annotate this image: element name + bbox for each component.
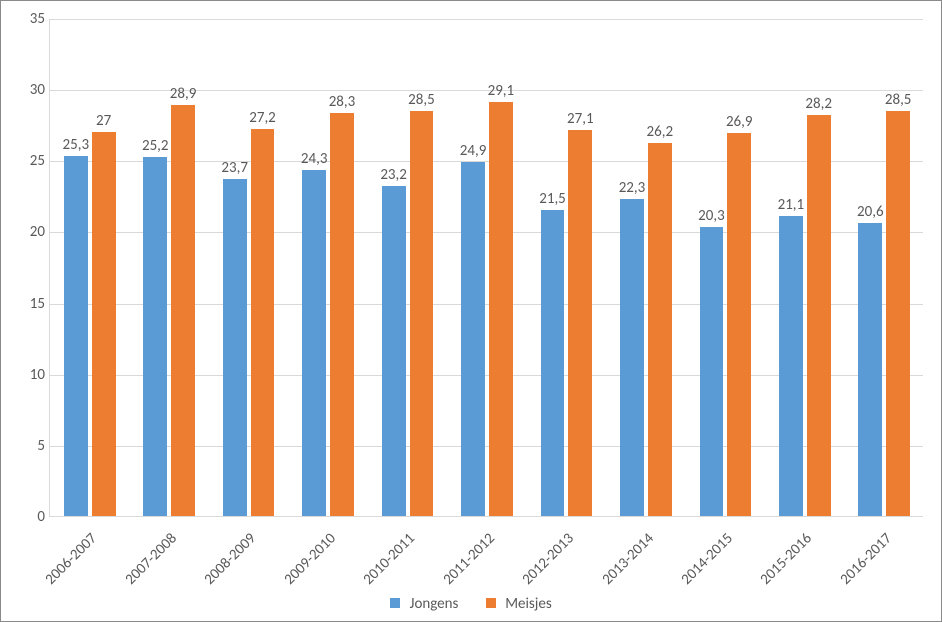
category-2012-2013: 21,527,1	[527, 19, 606, 516]
x-tick-label: 2015-2016	[757, 530, 816, 589]
value-label: 21,1	[778, 196, 805, 216]
category-2006-2007: 25,327	[50, 19, 129, 516]
y-tick-label: 5	[1, 437, 45, 455]
x-tick-label: 2006-2007	[42, 530, 101, 589]
value-label: 24,9	[460, 142, 487, 162]
value-label: 20,3	[698, 207, 725, 227]
value-label: 27	[96, 112, 111, 132]
legend-swatch-meisjes	[486, 598, 496, 608]
bar-meisjes: 27,2	[251, 129, 275, 516]
y-tick-label: 30	[1, 81, 45, 99]
value-label: 28,9	[170, 85, 197, 105]
category-2008-2009: 23,727,2	[209, 19, 288, 516]
bar-meisjes: 26,9	[727, 133, 751, 516]
value-label: 26,2	[647, 123, 674, 143]
bar-jongens: 21,1	[779, 216, 803, 516]
x-tick-label: 2014-2015	[678, 530, 737, 589]
bar-jongens: 21,5	[541, 210, 565, 516]
bar-meisjes: 27,1	[568, 130, 592, 516]
bar-jongens: 20,3	[700, 227, 724, 516]
value-label: 28,5	[408, 91, 435, 111]
value-label: 23,2	[380, 166, 407, 186]
value-label: 28,2	[805, 95, 832, 115]
bar-jongens: 24,9	[461, 162, 485, 516]
bar-jongens: 22,3	[620, 199, 644, 516]
value-label: 20,6	[857, 203, 884, 223]
y-tick-label: 0	[1, 508, 45, 526]
legend-item-meisjes: Meisjes	[486, 595, 552, 613]
x-tick-label: 2009-2010	[280, 530, 339, 589]
value-label: 25,2	[142, 137, 169, 157]
bar-meisjes: 28,3	[330, 113, 354, 516]
bar-jongens: 25,2	[143, 157, 167, 516]
value-label: 27,2	[249, 109, 276, 129]
bar-meisjes: 28,5	[410, 111, 434, 517]
value-label: 22,3	[619, 179, 646, 199]
bar-meisjes: 28,9	[171, 105, 195, 516]
legend-label-meisjes: Meisjes	[505, 595, 552, 613]
x-tick-label: 2007-2008	[122, 530, 181, 589]
y-tick-label: 10	[1, 366, 45, 384]
y-tick-label: 25	[1, 152, 45, 170]
value-label: 28,3	[329, 93, 356, 113]
bar-meisjes: 27	[92, 132, 116, 516]
legend-label-jongens: Jongens	[410, 595, 459, 613]
bar-jongens: 23,2	[382, 186, 406, 516]
y-tick-label: 15	[1, 295, 45, 313]
category-2014-2015: 20,326,9	[686, 19, 765, 516]
bar-jongens: 23,7	[223, 179, 247, 516]
category-2007-2008: 25,228,9	[129, 19, 208, 516]
y-tick-label: 20	[1, 223, 45, 241]
value-label: 27,1	[567, 110, 594, 130]
value-label: 29,1	[488, 82, 515, 102]
bar-jongens: 25,3	[64, 156, 88, 516]
y-tick-label: 35	[1, 10, 45, 28]
chart-frame: 05101520253035 25,32725,228,923,727,224,…	[0, 0, 942, 622]
bar-jongens: 24,3	[302, 170, 326, 516]
legend-swatch-jongens	[390, 598, 400, 608]
category-2015-2016: 21,128,2	[765, 19, 844, 516]
category-2010-2011: 23,228,5	[368, 19, 447, 516]
bar-meisjes: 29,1	[489, 102, 513, 516]
bar-jongens: 20,6	[858, 223, 882, 516]
category-2011-2012: 24,929,1	[447, 19, 526, 516]
x-tick-label: 2016-2017	[837, 530, 896, 589]
legend: Jongens Meisjes	[1, 595, 941, 613]
value-label: 26,9	[726, 113, 753, 133]
legend-item-jongens: Jongens	[390, 595, 458, 613]
x-tick-label: 2011-2012	[439, 530, 498, 589]
x-axis-labels: 2006-20072007-20082008-20092009-20102010…	[49, 521, 923, 579]
x-tick-label: 2008-2009	[201, 530, 260, 589]
value-label: 25,3	[63, 136, 90, 156]
bars-container: 25,32725,228,923,727,224,328,323,228,524…	[50, 19, 923, 516]
value-label: 21,5	[539, 190, 566, 210]
x-tick-label: 2012-2013	[519, 530, 578, 589]
x-tick-label: 2013-2014	[598, 530, 657, 589]
value-label: 23,7	[221, 159, 248, 179]
x-tick-label: 2010-2011	[360, 530, 419, 589]
y-axis-labels: 05101520253035	[1, 19, 45, 517]
bar-meisjes: 28,2	[807, 115, 831, 516]
bar-meisjes: 28,5	[886, 111, 910, 517]
value-label: 28,5	[885, 91, 912, 111]
category-2009-2010: 24,328,3	[288, 19, 367, 516]
bar-meisjes: 26,2	[648, 143, 672, 516]
plot-area: 25,32725,228,923,727,224,328,323,228,524…	[49, 19, 923, 517]
value-label: 24,3	[301, 150, 328, 170]
category-2013-2014: 22,326,2	[606, 19, 685, 516]
category-2016-2017: 20,628,5	[845, 19, 924, 516]
